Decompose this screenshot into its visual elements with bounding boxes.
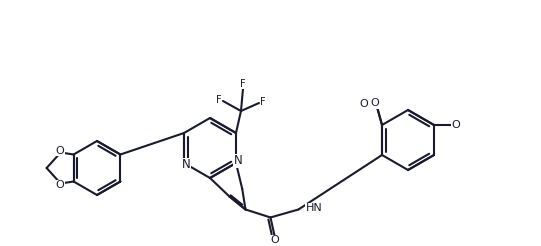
Text: HN: HN bbox=[306, 203, 322, 214]
Text: O: O bbox=[270, 235, 279, 246]
Text: O: O bbox=[55, 181, 64, 190]
Text: O: O bbox=[360, 99, 368, 109]
Text: F: F bbox=[260, 97, 266, 107]
Text: O: O bbox=[452, 120, 460, 130]
Text: F: F bbox=[216, 95, 222, 105]
Text: O: O bbox=[370, 97, 378, 107]
Text: N: N bbox=[234, 154, 242, 168]
Text: O: O bbox=[371, 98, 379, 108]
Text: O: O bbox=[55, 145, 64, 155]
Text: N: N bbox=[182, 158, 190, 171]
Text: F: F bbox=[240, 79, 246, 89]
